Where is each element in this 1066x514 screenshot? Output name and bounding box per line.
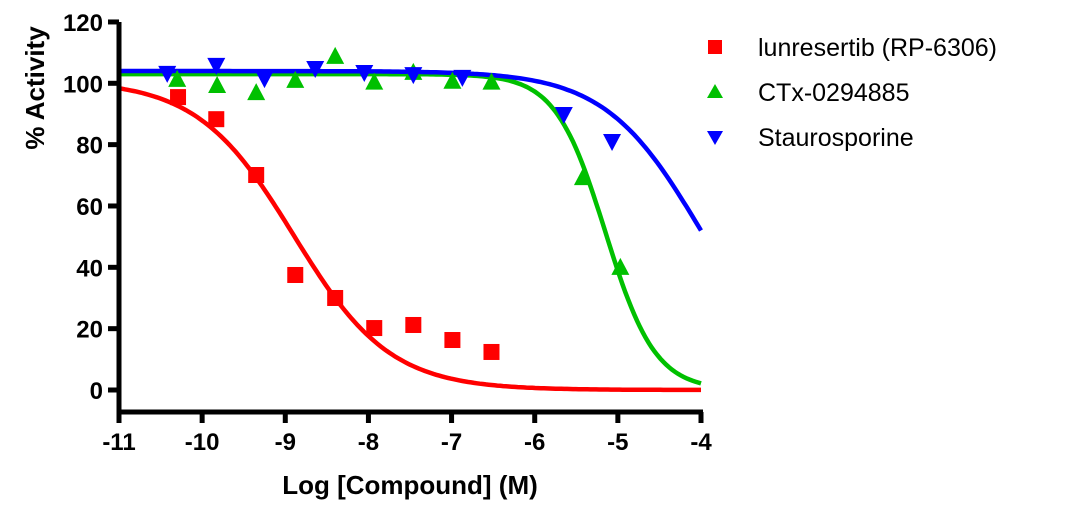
data-point-1 xyxy=(326,46,345,64)
y-tick-label: 60 xyxy=(76,194,103,221)
data-point-0 xyxy=(366,320,383,337)
data-point-2 xyxy=(255,71,274,89)
data-point-1 xyxy=(573,168,592,186)
x-tick-label: -10 xyxy=(185,429,220,456)
data-point-2 xyxy=(207,57,226,75)
x-tick-label: -7 xyxy=(441,429,462,456)
legend-label: lunresertib (RP-6306) xyxy=(758,34,997,62)
legend-item: Staurosporine xyxy=(707,124,914,152)
y-axis-title: % Activity xyxy=(20,26,50,150)
data-point-2 xyxy=(453,69,472,87)
data-point-1 xyxy=(168,69,187,87)
y-tick-label: 100 xyxy=(63,71,103,98)
data-point-0 xyxy=(208,111,225,128)
data-point-1 xyxy=(611,257,630,275)
data-point-2 xyxy=(603,133,622,151)
legend-marker xyxy=(708,40,722,54)
x-tick-label: -11 xyxy=(102,429,135,456)
data-point-1 xyxy=(443,71,462,89)
legend-label: Staurosporine xyxy=(758,124,914,152)
data-points xyxy=(158,46,630,360)
legend-item: lunresertib (RP-6306) xyxy=(708,34,997,62)
data-point-2 xyxy=(306,60,325,78)
x-tick-label: -6 xyxy=(524,429,545,456)
legend-marker xyxy=(707,84,723,98)
data-point-0 xyxy=(405,316,422,333)
y-tick-label: 80 xyxy=(76,133,103,160)
legend-marker xyxy=(707,131,723,145)
y-tick-label: 0 xyxy=(90,378,103,405)
data-point-0 xyxy=(444,332,461,349)
data-point-1 xyxy=(208,76,227,94)
legend-label: CTx-0294885 xyxy=(758,79,909,107)
x-tick-label: -4 xyxy=(690,429,712,456)
fit-curve-0 xyxy=(118,86,701,393)
data-point-1 xyxy=(365,72,384,90)
data-point-1 xyxy=(286,70,305,88)
axes: 0 20 40 60 80 100 120 -11 -10 -9 -8 -7 -6 -5 -4 xyxy=(63,10,712,456)
legend-item: CTx-0294885 xyxy=(707,79,909,107)
data-point-1 xyxy=(482,72,501,90)
x-tick-label: -5 xyxy=(607,429,628,456)
data-point-0 xyxy=(327,289,344,306)
data-point-1 xyxy=(247,83,266,101)
y-tick-label: 20 xyxy=(76,317,103,344)
y-tick-label: 40 xyxy=(76,255,103,282)
fit-curves xyxy=(118,68,703,393)
data-point-2 xyxy=(554,106,573,124)
data-point-2 xyxy=(404,67,423,85)
y-tick-label: 120 xyxy=(63,10,103,37)
x-tick-label: -8 xyxy=(358,429,379,456)
fit-curve-2 xyxy=(119,68,703,232)
fit-curve-1 xyxy=(119,71,702,386)
legend: lunresertib (RP-6306) CTx-0294885 Staurosp… xyxy=(707,34,997,152)
data-point-2 xyxy=(158,65,177,83)
data-point-0 xyxy=(248,167,265,184)
x-axis-title: Log [Compound] (M) xyxy=(282,470,538,500)
x-tick-label: -9 xyxy=(275,429,296,456)
data-point-0 xyxy=(483,343,500,360)
data-point-2 xyxy=(355,64,374,82)
data-point-0 xyxy=(287,266,304,283)
data-point-0 xyxy=(170,89,187,106)
